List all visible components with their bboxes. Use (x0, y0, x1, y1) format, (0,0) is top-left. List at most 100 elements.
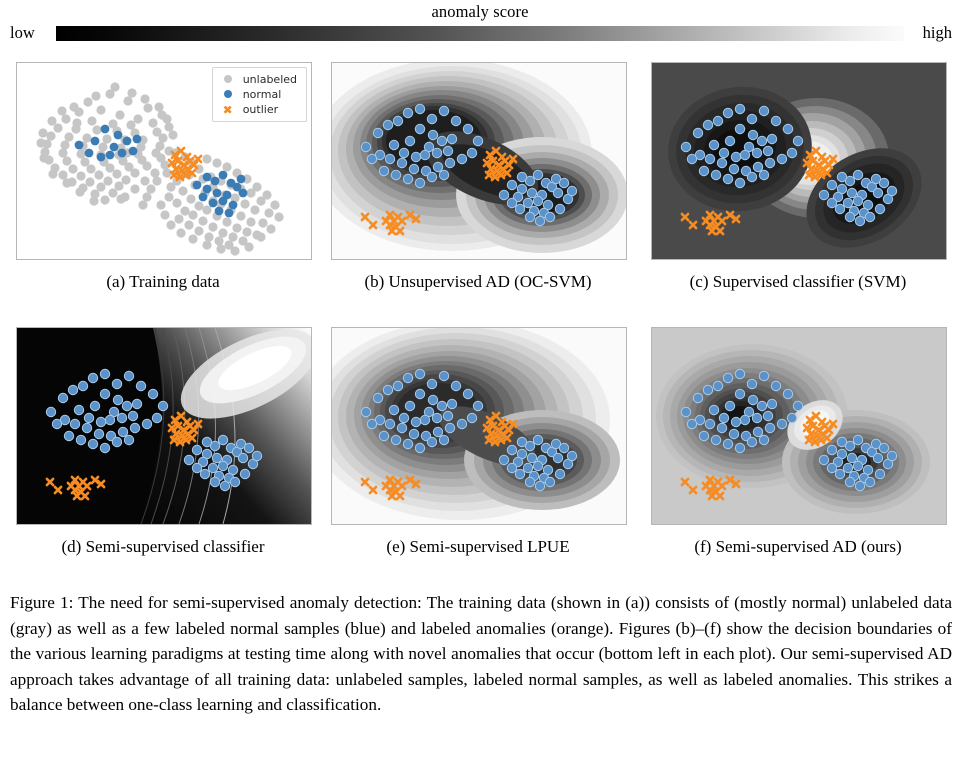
data-point (150, 168, 160, 178)
data-point (102, 134, 112, 144)
data-point (411, 214, 421, 224)
data-point (504, 425, 514, 435)
data-point (123, 370, 135, 382)
data-point (111, 378, 123, 390)
data-point (266, 224, 276, 234)
data-point (874, 203, 886, 215)
data-point (886, 450, 898, 462)
data-point (62, 156, 72, 166)
data-point (80, 157, 90, 167)
data-point (142, 192, 152, 202)
data-point (115, 110, 125, 120)
data-point (127, 88, 137, 98)
data-point (746, 113, 758, 125)
data-point (202, 240, 212, 250)
data-point (156, 153, 166, 163)
data-point (446, 133, 458, 145)
data-point (718, 147, 730, 159)
data-point (242, 227, 252, 237)
data-point (70, 475, 80, 485)
data-point (202, 172, 212, 182)
data-point (238, 236, 248, 246)
data-point (758, 434, 770, 446)
data-point (75, 434, 87, 446)
data-point (804, 435, 814, 445)
data-point (786, 412, 798, 424)
data-point (432, 161, 444, 173)
data-point (408, 163, 420, 175)
data-point (73, 404, 85, 416)
data-point (514, 203, 526, 215)
data-point (378, 430, 390, 442)
data-point (396, 157, 408, 169)
data-point (532, 169, 544, 181)
data-point (532, 460, 544, 472)
data-point (718, 412, 730, 424)
data-point (256, 196, 266, 206)
data-point (390, 169, 402, 181)
data-point (770, 115, 782, 127)
data-point (132, 134, 142, 144)
colorbar-block: anomaly score low high (0, 0, 960, 48)
data-point (822, 168, 832, 178)
data-point (192, 180, 202, 190)
outlier-points (167, 146, 203, 182)
data-point (217, 434, 229, 446)
data-point (75, 187, 85, 197)
data-point (183, 454, 195, 466)
data-point (762, 145, 774, 157)
data-point (776, 153, 788, 165)
data-point (38, 128, 48, 138)
data-point (232, 182, 242, 192)
data-point (130, 184, 140, 194)
data-point (462, 123, 474, 135)
data-point (411, 479, 421, 489)
data-point (724, 400, 736, 412)
data-point (824, 425, 834, 435)
data-point (692, 127, 704, 139)
data-point (715, 491, 725, 501)
data-point (193, 154, 203, 164)
data-point (712, 115, 724, 127)
data-point (133, 114, 143, 124)
data-point (74, 140, 84, 150)
data-point (191, 444, 203, 456)
data-point (828, 154, 838, 164)
data-point (214, 206, 224, 216)
data-point (228, 232, 238, 242)
data-point (846, 452, 858, 464)
data-point (53, 123, 63, 133)
data-point (236, 211, 246, 221)
data-point (436, 135, 448, 147)
data-point (147, 388, 159, 400)
data-point (702, 384, 714, 396)
normal-points (360, 103, 578, 227)
data-point (526, 452, 538, 464)
data-point (758, 105, 770, 117)
data-point (552, 187, 564, 199)
data-point (405, 210, 415, 220)
data-point (432, 426, 444, 438)
data-point (63, 430, 75, 442)
data-point (782, 388, 794, 400)
data-point (752, 161, 764, 173)
data-point (122, 136, 132, 146)
data-point (89, 196, 99, 206)
data-point (834, 203, 846, 215)
data-point (734, 388, 746, 400)
data-point (758, 169, 770, 181)
data-point (466, 412, 478, 424)
data-point (878, 177, 890, 189)
data-point (360, 406, 372, 418)
panel-f-caption: (f) Semi-supervised AD (ours) (694, 537, 902, 556)
data-point (734, 123, 746, 135)
data-point (80, 491, 90, 501)
data-point (731, 214, 741, 224)
data-point (692, 392, 704, 404)
data-point (212, 158, 222, 168)
data-point (164, 122, 174, 132)
data-point (84, 148, 94, 158)
data-point (250, 205, 260, 215)
data-point (426, 378, 438, 390)
data-point (508, 154, 518, 164)
